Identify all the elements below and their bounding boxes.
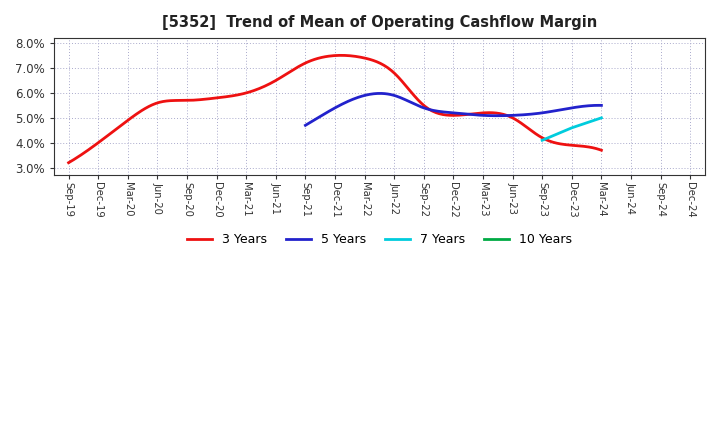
3 Years <box>597 147 606 153</box>
3 Years <box>383 65 392 70</box>
7 Years <box>597 115 606 121</box>
5 Years <box>597 103 606 108</box>
Line: 3 Years: 3 Years <box>68 55 601 163</box>
Line: 7 Years: 7 Years <box>542 118 601 140</box>
5 Years <box>570 105 579 110</box>
5 Years <box>301 123 310 128</box>
3 Years <box>515 119 523 125</box>
5 Years <box>552 108 560 114</box>
5 Years <box>478 113 487 118</box>
5 Years <box>375 91 384 96</box>
3 Years <box>392 73 401 78</box>
3 Years <box>382 64 390 69</box>
3 Years <box>337 53 346 58</box>
7 Years <box>538 138 546 143</box>
5 Years <box>483 113 492 118</box>
3 Years <box>66 159 75 164</box>
Title: [5352]  Trend of Mean of Operating Cashflow Margin: [5352] Trend of Mean of Operating Cashfl… <box>162 15 597 30</box>
5 Years <box>477 113 486 118</box>
7 Years <box>567 125 576 131</box>
Line: 5 Years: 5 Years <box>305 93 601 125</box>
3 Years <box>64 160 73 165</box>
Legend: 3 Years, 5 Years, 7 Years, 10 Years: 3 Years, 5 Years, 7 Years, 10 Years <box>182 228 577 251</box>
3 Years <box>549 139 557 145</box>
5 Years <box>302 122 311 128</box>
